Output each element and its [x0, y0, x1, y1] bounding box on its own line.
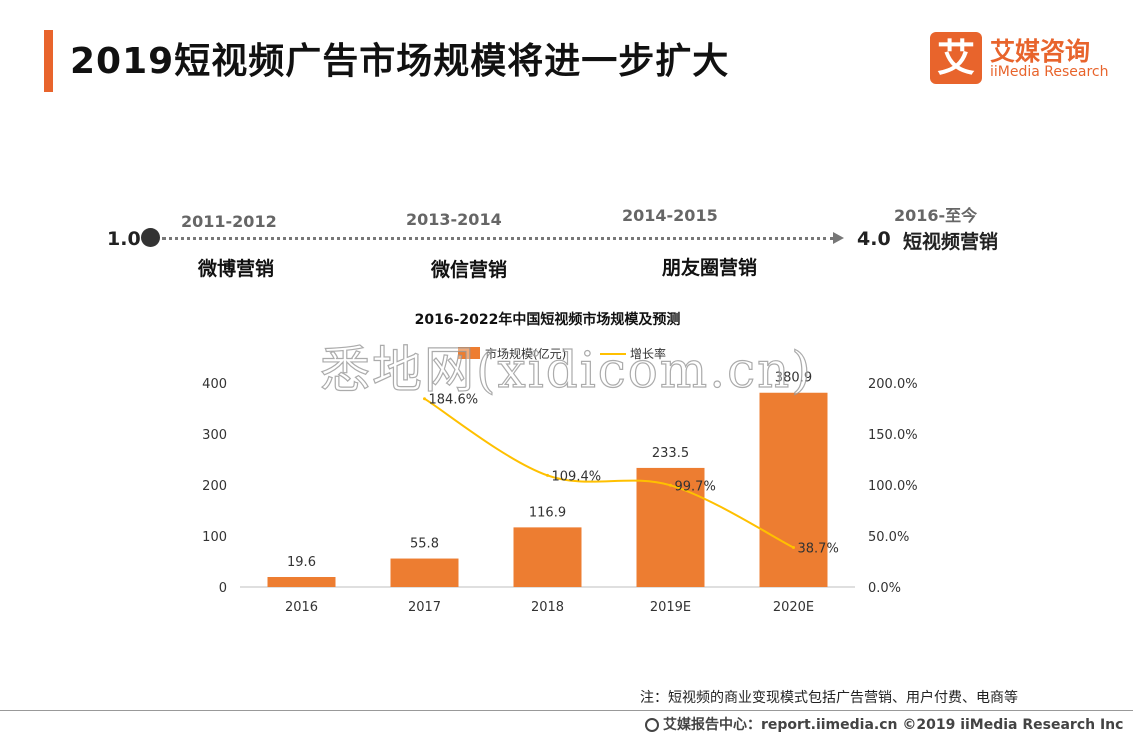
y-left-tick-label: 400	[202, 377, 227, 392]
bar-data-label: 55.8	[410, 537, 439, 552]
title-accent-bar	[44, 30, 53, 92]
timeline-label-1: 微博营销	[198, 258, 275, 280]
legend-label-market-size: 市场规模(亿元)	[485, 346, 566, 361]
bar-market-size	[267, 577, 336, 587]
bar-market-size	[513, 527, 582, 587]
timeline-label-2: 微信营销	[431, 259, 508, 281]
timeline-period-4: 2016-至今	[894, 206, 978, 225]
y-left-tick-label: 200	[202, 479, 227, 494]
logo-chinese-name: 艾媒咨询	[990, 37, 1091, 66]
timeline-dotted-line	[162, 237, 834, 240]
y-left-tick-label: 100	[202, 530, 227, 545]
timeline-start-dot-icon	[141, 228, 160, 247]
y-right-tick-label: 50.0%	[868, 530, 909, 545]
y-right-tick-label: 150.0%	[868, 428, 918, 443]
timeline-arrow-icon	[833, 232, 844, 244]
page-title: 2019短视频广告市场规模将进一步扩大	[70, 41, 730, 82]
growth-rate-point	[423, 397, 426, 401]
chart-title: 2016-2022年中国短视频市场规模及预测	[415, 311, 681, 328]
globe-icon	[645, 718, 659, 732]
growth-rate-label: 38.7%	[798, 542, 839, 557]
growth-rate-label: 184.6%	[429, 393, 479, 408]
y-right-tick-label: 200.0%	[868, 377, 918, 392]
x-tick-label: 2017	[408, 600, 441, 615]
growth-rate-point	[792, 546, 795, 550]
footnote: 注：短视频的商业变现模式包括广告营销、用户付费、电商等	[640, 690, 1018, 706]
watermark: 悉地网(xidicom.cn)	[319, 340, 813, 399]
growth-rate-point	[669, 483, 672, 487]
legend-label-growth-rate: 增长率	[630, 346, 666, 361]
bar-data-label: 380.9	[775, 371, 812, 386]
bar-market-size	[636, 467, 705, 587]
timeline-start-value: 1.0	[107, 228, 141, 250]
growth-rate-label: 99.7%	[675, 479, 716, 494]
logo-mark-icon: 艾	[930, 32, 982, 84]
timeline-period-3: 2014-2015	[622, 206, 718, 225]
bar-data-label: 19.6	[287, 555, 316, 570]
y-left-tick-label: 0	[219, 581, 227, 596]
timeline-end-label: 短视频营销	[903, 231, 999, 253]
growth-rate-label: 109.4%	[552, 469, 602, 484]
timeline-label-3: 朋友圈营销	[662, 257, 758, 279]
y-right-tick-label: 100.0%	[868, 479, 918, 494]
x-tick-label: 2019E	[650, 600, 691, 615]
footer: 艾媒报告中心：report.iimedia.cn ©2019 iiMedia R…	[645, 714, 1123, 734]
y-right-tick-label: 0.0%	[868, 581, 901, 596]
footer-text: 艾媒报告中心：report.iimedia.cn ©2019 iiMedia R…	[663, 717, 1124, 733]
footer-divider	[0, 710, 1133, 711]
bar-data-label: 233.5	[652, 446, 689, 461]
iimedia-logo: 艾 艾媒咨询 iiMedia Research	[930, 32, 1120, 88]
x-tick-label: 2018	[531, 600, 564, 615]
x-tick-label: 2020E	[773, 600, 814, 615]
growth-rate-line	[423, 397, 794, 549]
legend-swatch-market-size	[458, 347, 480, 359]
logo-english-name: iiMedia Research	[990, 64, 1109, 80]
bar-market-size	[390, 558, 459, 587]
bar-data-label: 116.9	[529, 505, 566, 520]
timeline-period-2: 2013-2014	[406, 210, 502, 229]
bar-market-size	[759, 392, 828, 587]
growth-rate-point	[546, 473, 549, 477]
x-tick-label: 2016	[285, 600, 318, 615]
timeline-period-1: 2011-2012	[181, 212, 277, 231]
timeline-end-value: 4.0	[857, 228, 891, 250]
y-left-tick-label: 300	[202, 428, 227, 443]
